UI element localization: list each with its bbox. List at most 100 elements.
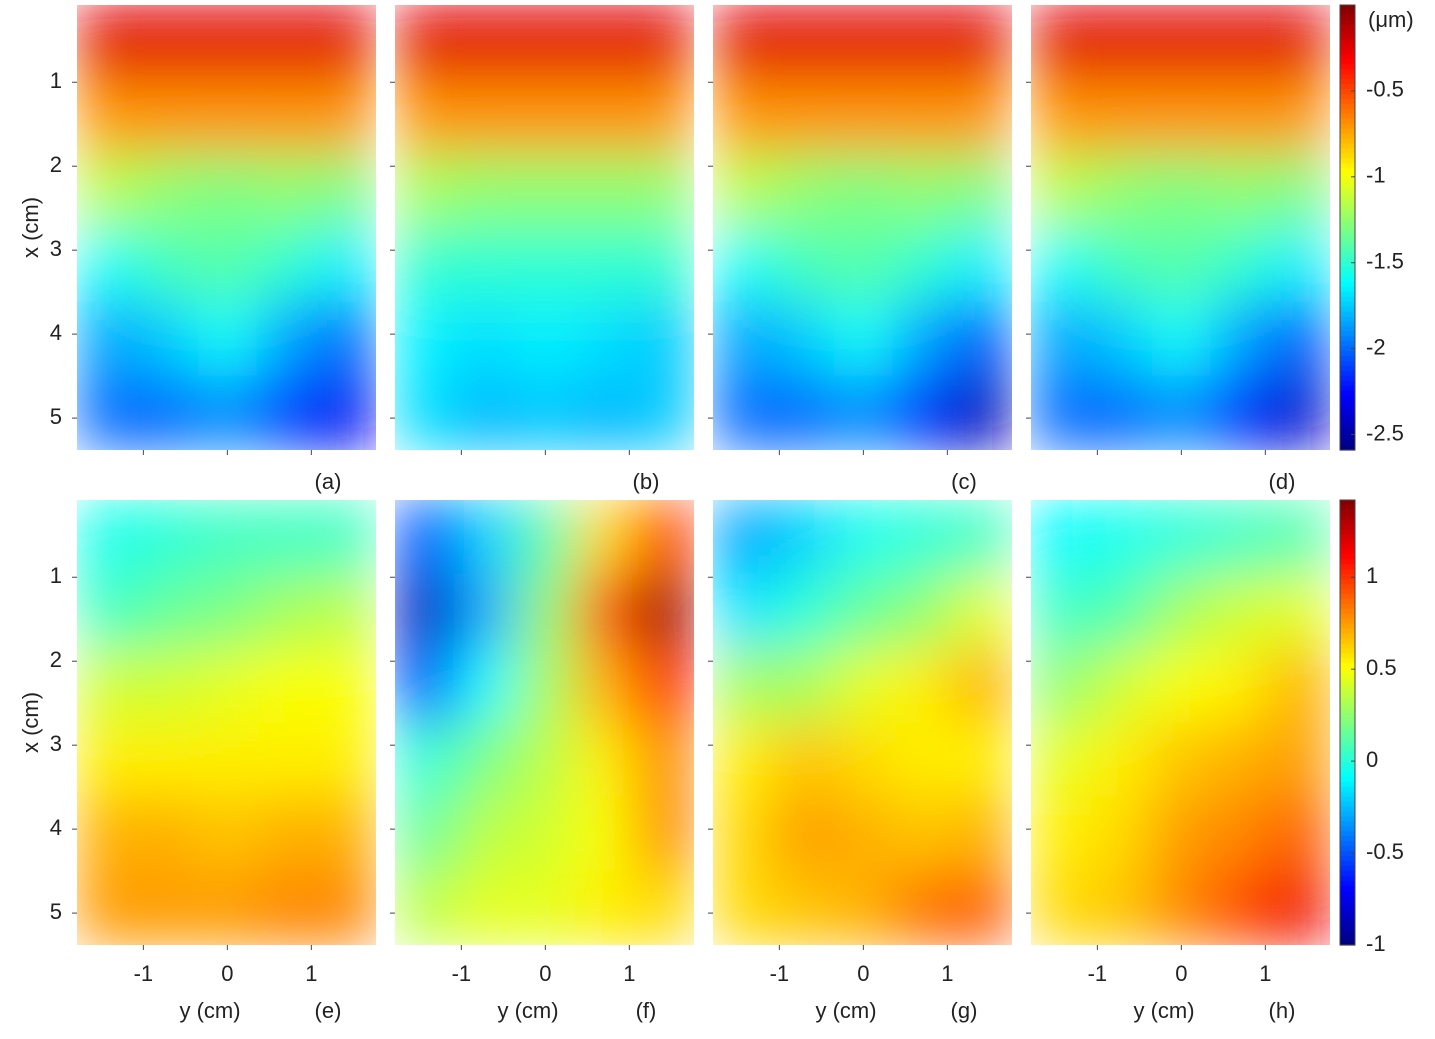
- colorbar-step: [1340, 613, 1355, 620]
- heatmap-cell: [773, 5, 834, 80]
- heatmap-cell: [1211, 648, 1272, 723]
- colorbar-step: [1340, 19, 1355, 26]
- colorbar-step: [1340, 390, 1355, 397]
- colorbar-step: [1340, 554, 1355, 560]
- heatmap-cell: [1151, 227, 1212, 302]
- colorbar-step: [1340, 163, 1355, 169]
- heatmap-cell: [316, 153, 376, 228]
- colorbar-step: [1340, 722, 1355, 729]
- colorbar-step: [1340, 717, 1355, 724]
- heatmap-cell: [257, 301, 318, 377]
- colorbar-step: [1340, 365, 1355, 372]
- heatmap-cell: [1211, 870, 1272, 945]
- heatmap-cell: [316, 722, 376, 797]
- heatmap-cell: [77, 78, 138, 154]
- heatmap-cell: [833, 301, 894, 377]
- heatmap-cell: [137, 227, 198, 302]
- colorbar-step: [1340, 197, 1355, 204]
- colorbar-step: [1340, 84, 1355, 90]
- colorbar-step: [1340, 113, 1355, 120]
- heatmap-cell: [893, 301, 954, 377]
- heatmap-cell: [257, 573, 318, 649]
- heatmap-cell: [893, 870, 954, 945]
- heatmap-cell: [455, 78, 516, 154]
- colorbar-step: [1340, 242, 1355, 248]
- colorbar-step: [1340, 742, 1355, 748]
- colorbar-step: [1340, 128, 1355, 135]
- heatmap-cell: [1031, 301, 1092, 377]
- heatmap-cell: [395, 870, 456, 945]
- colorbar-step: [1340, 59, 1355, 65]
- heatmap-cell: [713, 722, 774, 797]
- heatmap: [395, 500, 694, 945]
- heatmap-cell: [952, 870, 1012, 945]
- heatmap-cell: [1031, 722, 1092, 797]
- y-tick-label: 5: [50, 899, 62, 924]
- colorbar-step: [1340, 875, 1355, 882]
- colorbar-tick-label: 1: [1366, 563, 1378, 588]
- colorbar-tick-label: -2: [1366, 334, 1386, 359]
- heatmap-cell: [455, 796, 516, 872]
- heatmap-cell: [77, 573, 138, 649]
- heatmap-cell: [197, 870, 258, 945]
- heatmap-cell: [952, 227, 1012, 302]
- heatmap-cell: [1270, 573, 1330, 649]
- heatmap-cell: [395, 227, 456, 302]
- colorbar-step: [1340, 534, 1355, 541]
- heatmap-cell: [316, 796, 376, 872]
- colorbar-step: [1340, 905, 1355, 911]
- colorbar-step: [1340, 415, 1355, 421]
- heatmap-cell: [1270, 301, 1330, 377]
- heatmap-cell: [833, 796, 894, 872]
- heatmap-cell: [773, 722, 834, 797]
- heatmap-cell: [1270, 227, 1330, 302]
- heatmap-cell: [137, 5, 198, 80]
- x-tick-label: 0: [857, 961, 869, 986]
- colorbar-step: [1340, 910, 1355, 916]
- colorbar-step: [1340, 653, 1355, 659]
- heatmap-cell: [515, 648, 576, 723]
- colorbar-tick-label: -1.5: [1366, 249, 1404, 274]
- y-tick-label: 2: [50, 647, 62, 672]
- colorbar-step: [1340, 267, 1355, 273]
- colorbar-step: [1340, 148, 1355, 154]
- x-tick-label: -1: [134, 961, 154, 986]
- colorbar-step: [1340, 895, 1355, 902]
- heatmap-cell: [197, 648, 258, 723]
- colorbar-step: [1340, 405, 1355, 412]
- heatmap-cell: [316, 648, 376, 723]
- colorbar-step: [1340, 252, 1355, 258]
- panel: 1 2 3 4 5 x (cm) (a): [18, 5, 376, 494]
- heatmap-cell: [1151, 500, 1212, 575]
- heatmap-cell: [833, 375, 894, 450]
- colorbar-step: [1340, 183, 1355, 189]
- x-tick-label: 1: [305, 961, 317, 986]
- colorbar-step: [1340, 846, 1355, 852]
- heatmap-cell: [893, 5, 954, 80]
- heatmap-cells: [395, 500, 694, 945]
- heatmap-cell: [395, 500, 456, 575]
- heatmap-cell: [893, 227, 954, 302]
- heatmap-cell: [316, 5, 376, 80]
- heatmap-cell: [833, 153, 894, 228]
- heatmap-cell: [952, 796, 1012, 872]
- colorbar-step: [1340, 227, 1355, 234]
- colorbar-step: [1340, 678, 1355, 684]
- heatmap-cell: [515, 227, 576, 302]
- heatmap-cell: [77, 722, 138, 797]
- colorbar-step: [1340, 331, 1355, 337]
- colorbar-step: [1340, 64, 1355, 70]
- heatmap-cell: [713, 5, 774, 80]
- colorbar-step: [1340, 628, 1355, 635]
- heatmap-cell: [455, 500, 516, 575]
- heatmap-cell: [893, 78, 954, 154]
- heatmap-cell: [575, 796, 636, 872]
- heatmap-cells: [713, 5, 1012, 450]
- heatmap-cell: [77, 153, 138, 228]
- heatmap-cell: [257, 500, 318, 575]
- heatmap-cell: [833, 78, 894, 154]
- heatmap-cell: [1151, 648, 1212, 723]
- colorbar-step: [1340, 737, 1355, 743]
- colorbar-step: [1340, 370, 1355, 377]
- colorbar-step: [1340, 336, 1355, 342]
